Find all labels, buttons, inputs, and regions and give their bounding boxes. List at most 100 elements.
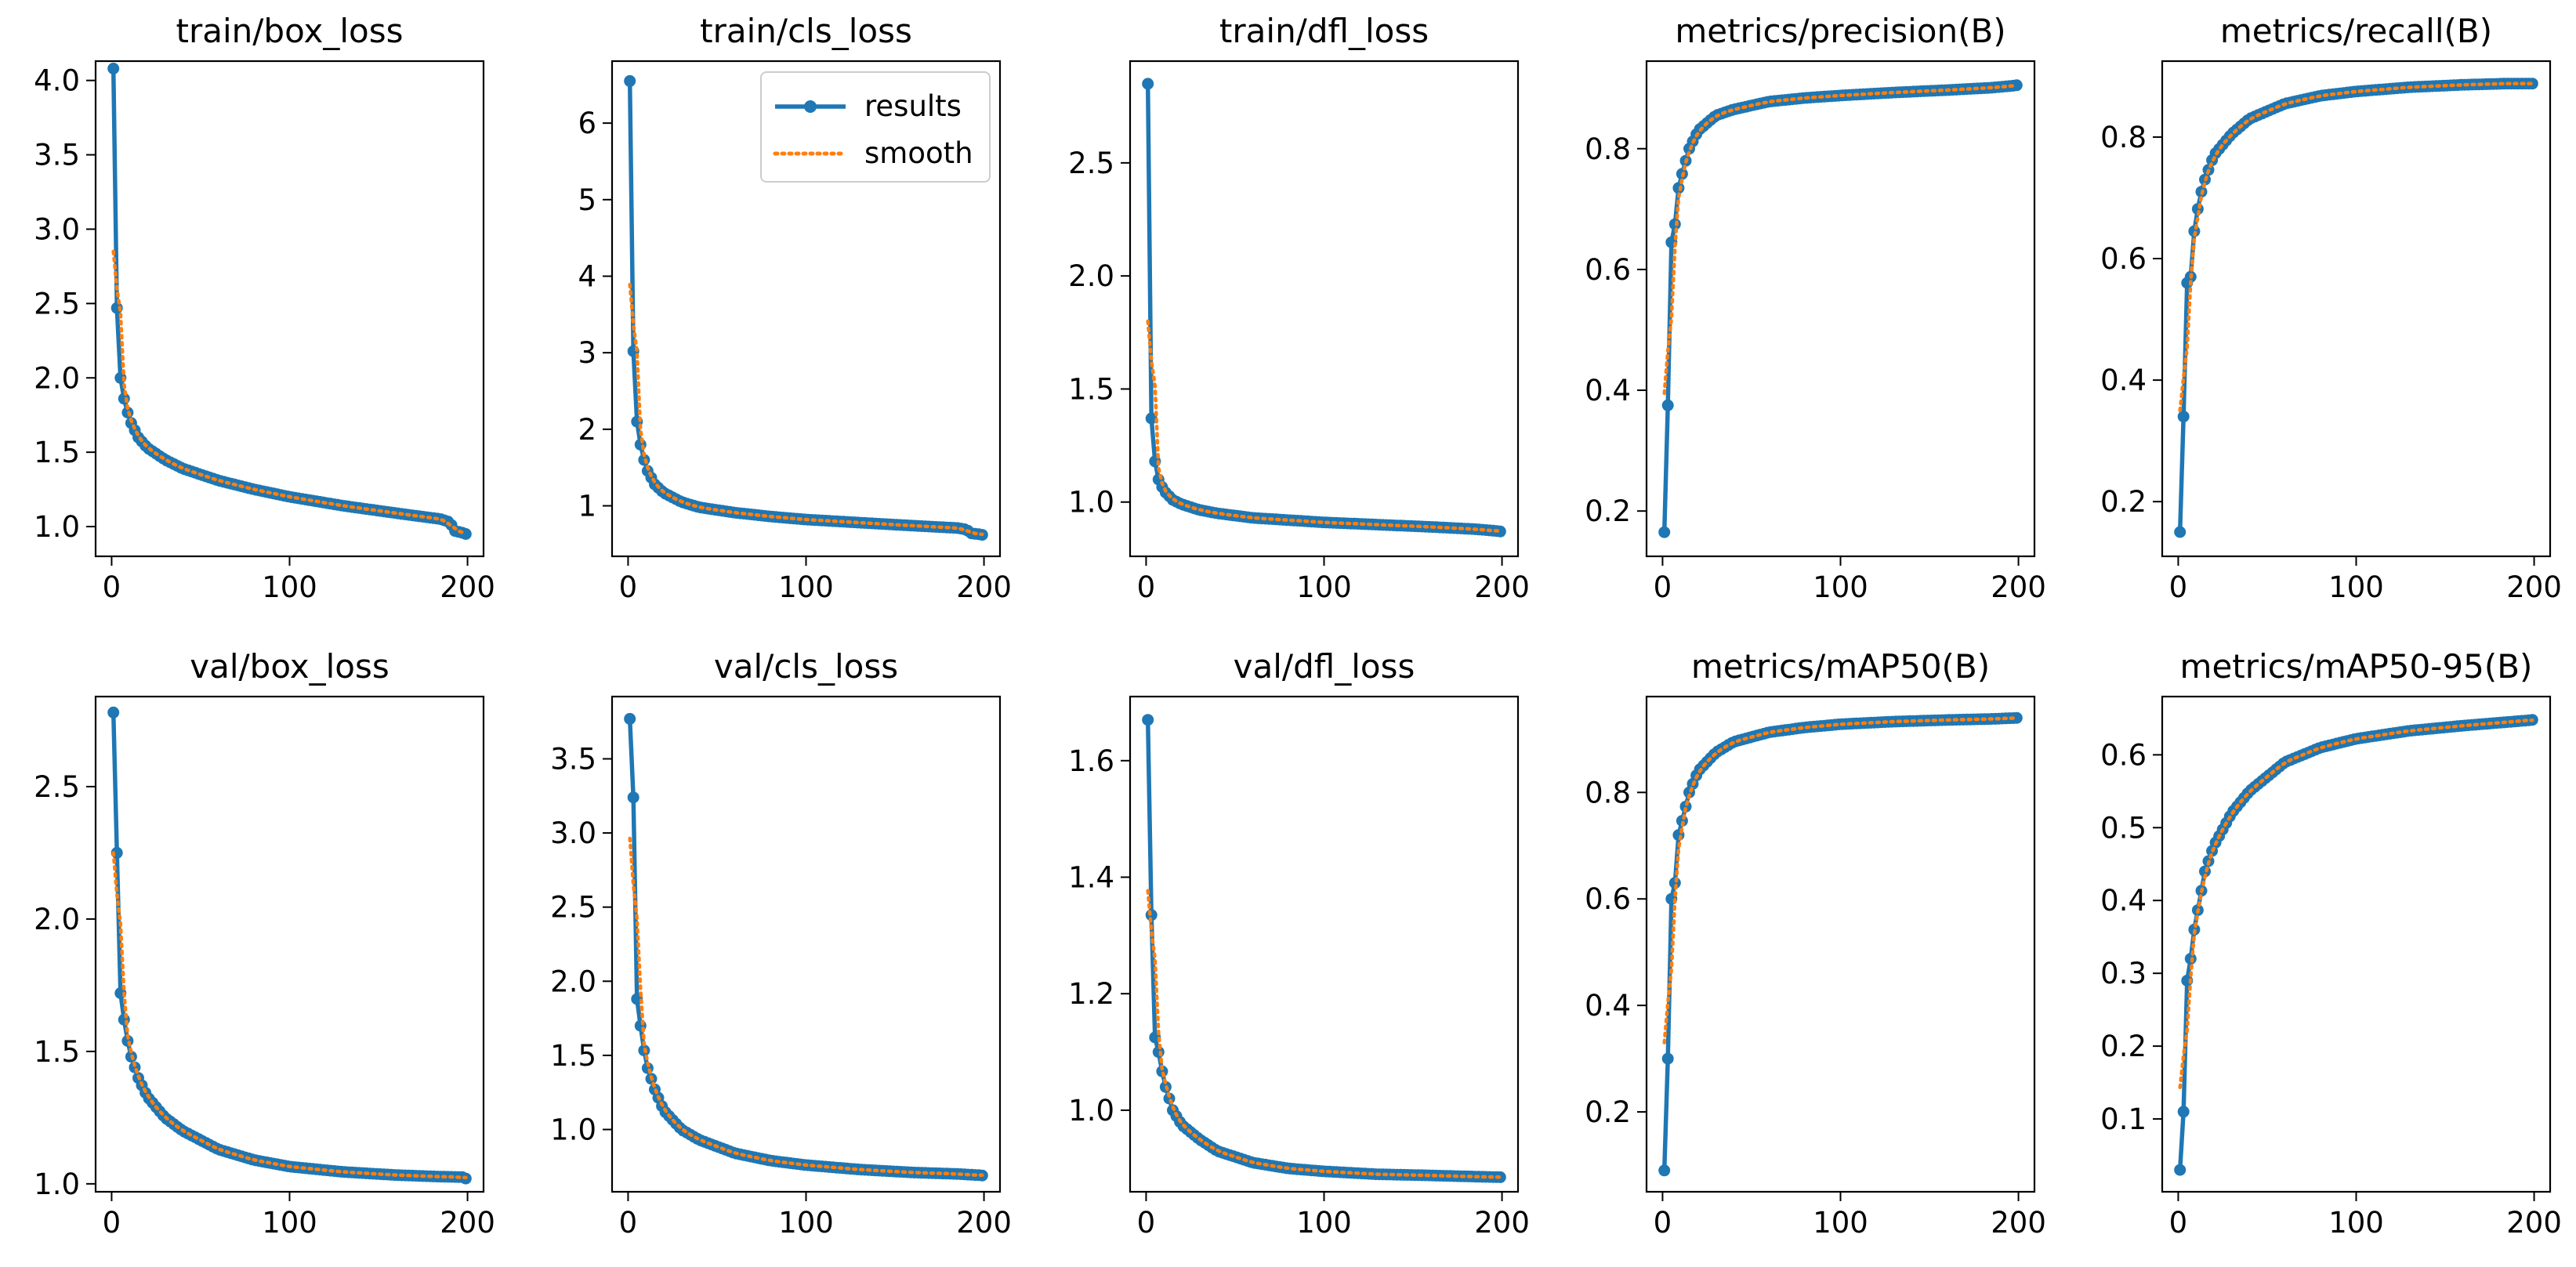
results-markers <box>2174 714 2538 1176</box>
panel-title: metrics/precision(B) <box>1675 12 2005 50</box>
y-tick-label: 1.5 <box>34 436 80 469</box>
x-tick-label: 200 <box>440 1206 495 1240</box>
x-tick-label: 100 <box>778 1206 834 1240</box>
panel-title: metrics/mAP50(B) <box>1691 647 1990 686</box>
results-point <box>1661 1052 1674 1065</box>
y-tick-label: 0.2 <box>1585 1095 1631 1129</box>
smooth-line <box>628 282 984 537</box>
x-tick-label: 0 <box>1137 570 1156 604</box>
results-line <box>2177 717 2533 1171</box>
results-point <box>2174 1164 2187 1176</box>
panel-5: val/box_loss 0 100 200 1.0 1.5 2.0 2.5 <box>34 647 495 1240</box>
y-tick-label: 2.5 <box>550 891 596 925</box>
results-line <box>1661 83 2017 533</box>
y-tick-label: 0.8 <box>1585 776 1631 809</box>
y-tick-label: 1.5 <box>1068 372 1114 406</box>
y-tick-label: 1.0 <box>1068 486 1114 519</box>
panel-title: train/box_loss <box>176 12 404 50</box>
results-point <box>1142 78 1154 90</box>
y-tick-label: 0.4 <box>1585 989 1631 1023</box>
panel-title: val/cls_loss <box>714 647 898 686</box>
results-point <box>1145 412 1158 425</box>
results-line <box>1145 719 1501 1180</box>
x-tick-label: 100 <box>1296 1206 1352 1240</box>
y-tick-label: 0.1 <box>2100 1102 2147 1136</box>
panel-6: val/cls_loss 0 100 200 1.0 1.5 2.0 2.5 3.0 3.5 <box>550 647 1012 1240</box>
y-tick-label: 0.6 <box>2100 242 2147 276</box>
y-tick-label: 1.2 <box>1068 977 1114 1011</box>
results-point <box>2010 711 2023 724</box>
results-line <box>1145 83 1501 534</box>
panel-0: train/box_loss 0 100 200 1.0 1.5 2.0 2.5 3.0 3.5 4… <box>34 12 495 604</box>
x-tick-label: 100 <box>778 570 834 604</box>
x-tick-label: 200 <box>1991 570 2046 604</box>
y-tick-label: 1.5 <box>550 1039 596 1073</box>
x-tick-label: 200 <box>1474 570 1530 604</box>
y-tick-label: 0.4 <box>2100 884 2147 918</box>
panel-title: metrics/recall(B) <box>2220 12 2492 50</box>
y-tick-label: 0.2 <box>2100 485 2147 519</box>
y-tick-label: 0.2 <box>2100 1030 2147 1063</box>
results-point <box>1658 1164 1671 1177</box>
results-point <box>107 63 120 74</box>
y-tick-label: 0.4 <box>1585 374 1631 407</box>
results-point <box>2010 79 2023 92</box>
x-tick-label: 100 <box>1813 570 1868 604</box>
y-tick-label: 0.2 <box>1585 494 1631 528</box>
y-tick-label: 0.5 <box>2100 811 2147 845</box>
results-point <box>1658 526 1671 538</box>
panel-title: train/dfl_loss <box>1219 12 1429 50</box>
results-point <box>1672 182 1685 194</box>
results-point <box>107 706 120 719</box>
x-tick-label: 0 <box>103 570 121 604</box>
results-markers <box>1658 79 2023 538</box>
panel-2: train/dfl_loss 0 100 200 1.0 1.5 2.0 2.5 <box>1068 12 1530 604</box>
y-tick-label: 1.6 <box>1068 744 1114 778</box>
smooth-line <box>2178 718 2534 1090</box>
panel-title: val/dfl_loss <box>1234 647 1415 686</box>
smooth-line <box>1662 84 2019 396</box>
smooth-line <box>111 851 468 1180</box>
y-tick-label: 0.6 <box>2100 738 2147 772</box>
x-tick-label: 200 <box>956 570 1012 604</box>
panel-3: metrics/precision(B) 0 100 200 0.2 0.4 0.6 0.8 <box>1585 12 2046 604</box>
panel-title: train/cls_loss <box>700 12 912 50</box>
y-tick-label: 5 <box>578 183 596 217</box>
y-tick-label: 4.0 <box>34 64 80 98</box>
y-tick-label: 4 <box>578 259 596 293</box>
x-tick-label: 0 <box>2169 1206 2188 1240</box>
x-tick-label: 0 <box>2169 570 2188 604</box>
y-tick-label: 2.5 <box>34 770 80 804</box>
y-tick-label: 3 <box>578 336 596 370</box>
x-tick-label: 100 <box>2328 570 2384 604</box>
y-tick-label: 6 <box>578 107 596 140</box>
results-markers <box>2174 78 2538 538</box>
plot-frame <box>94 60 485 558</box>
results-line <box>627 719 983 1178</box>
smooth-line <box>111 249 468 535</box>
x-tick-label: 100 <box>2328 1206 2384 1240</box>
y-tick-label: 0.6 <box>1585 882 1631 916</box>
y-tick-label: 1.5 <box>34 1035 80 1069</box>
panel-title: val/box_loss <box>190 647 389 686</box>
panel-1: train/cls_loss 0 100 200 1 2 3 4 5 6 results smooth <box>578 12 1011 604</box>
panel-title: metrics/mAP50-95(B) <box>2180 647 2533 686</box>
results-line <box>2177 81 2533 533</box>
x-tick-label: 200 <box>1474 1206 1530 1240</box>
y-tick-label: 0.4 <box>2100 364 2147 397</box>
smooth-line <box>628 836 984 1178</box>
y-tick-label: 3.5 <box>34 139 80 172</box>
results-point <box>2177 1106 2190 1118</box>
x-tick-label: 0 <box>619 1206 638 1240</box>
results-point <box>627 791 639 804</box>
legend: results smooth <box>760 71 991 183</box>
x-tick-label: 0 <box>1654 570 1672 604</box>
x-tick-label: 0 <box>1654 1206 1672 1240</box>
smooth-line <box>1146 889 1502 1179</box>
results-markers <box>1142 78 1506 538</box>
results-point <box>2174 526 2187 538</box>
panel-9: metrics/mAP50-95(B) 0 100 200 0.1 0.2 0.3 0.4 0.… <box>2100 647 2562 1240</box>
y-tick-label: 3.5 <box>550 742 596 776</box>
x-tick-label: 100 <box>1296 570 1352 604</box>
